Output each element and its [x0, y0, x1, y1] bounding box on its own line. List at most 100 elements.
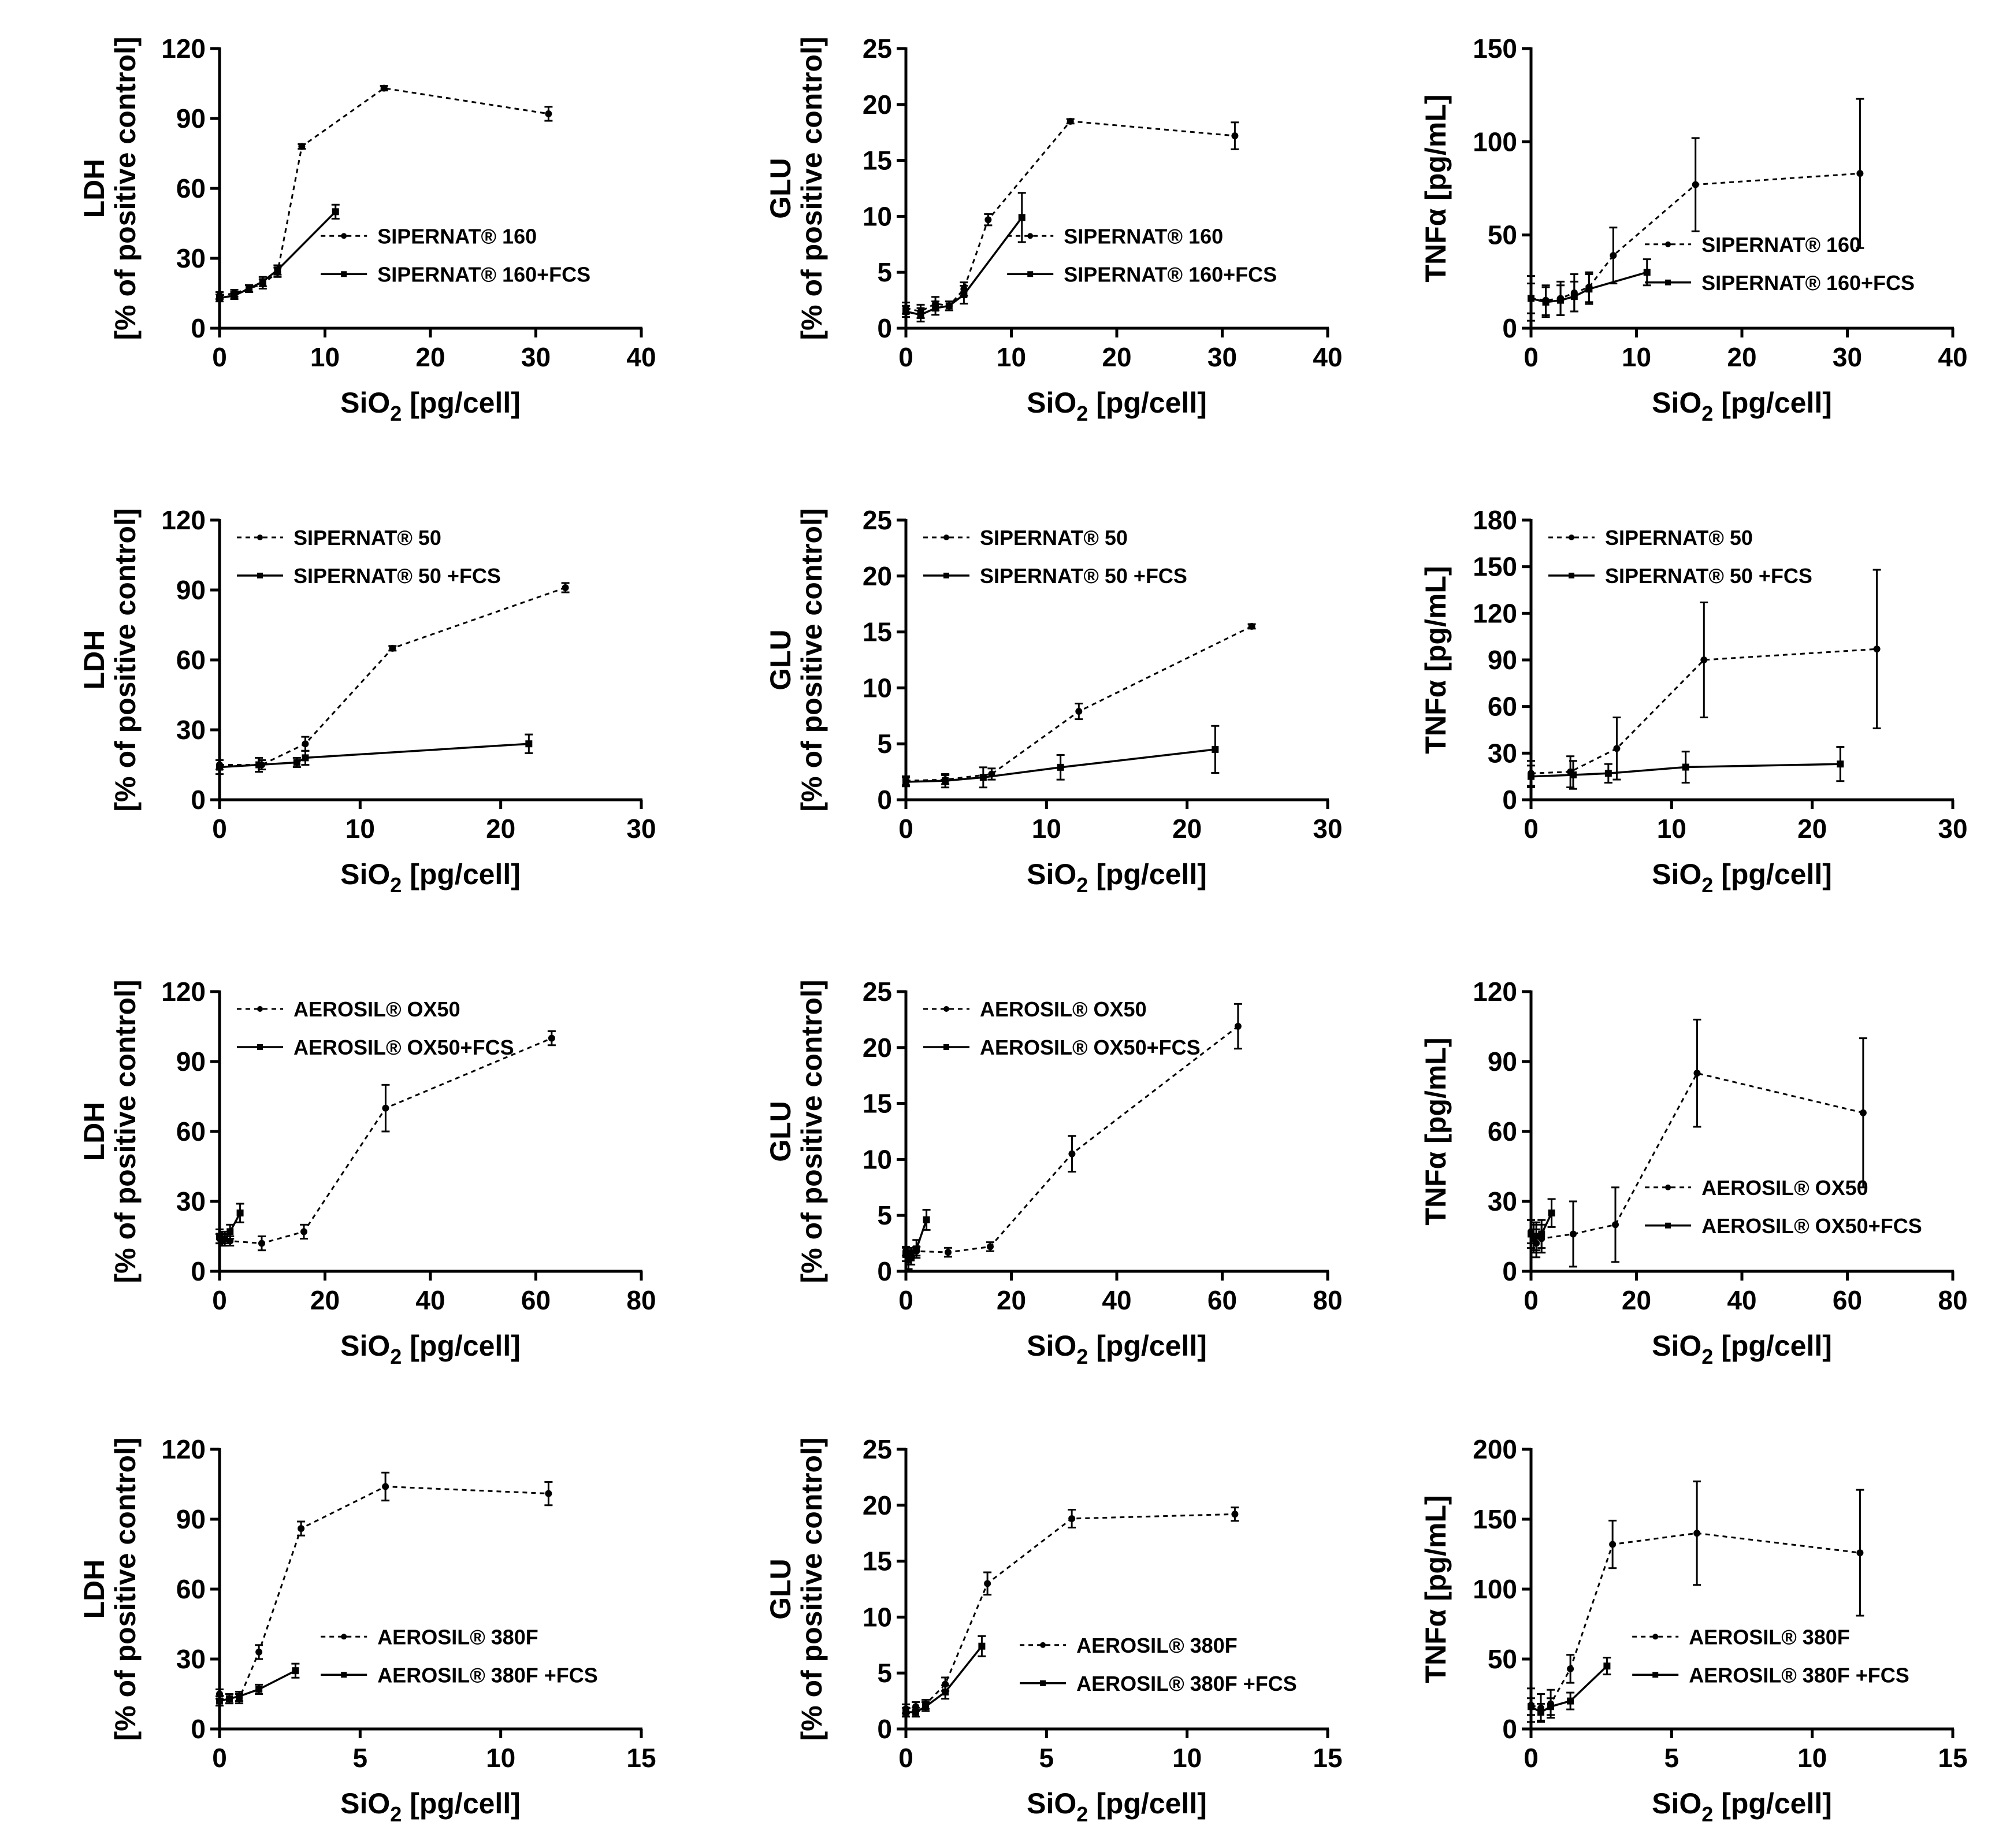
x-tick-label: 0: [1524, 1285, 1539, 1315]
x-axis-label-subscript: 2: [1076, 402, 1088, 425]
x-tick-label: 80: [626, 1285, 656, 1315]
y-axis-label: GLU: [764, 1101, 797, 1162]
y-tick-label: 20: [863, 1490, 892, 1520]
series-line: [219, 743, 529, 769]
y-tick-label: 25: [863, 34, 892, 64]
y-tick-label: 0: [1502, 1256, 1517, 1286]
y-axis-label-unit: [% of positive control]: [796, 980, 828, 1283]
legend: SIPERNAT® 160 SIPERNAT® 160+FCS: [1645, 233, 1915, 295]
y-tick-label: 0: [1502, 313, 1517, 343]
data-point: [255, 1686, 263, 1693]
series-fcs: [215, 203, 340, 303]
x-tick-label: 0: [212, 814, 227, 844]
y-tick-label: 90: [176, 1504, 206, 1534]
series-untreated: [1527, 569, 1881, 788]
data-point: [380, 84, 388, 92]
x-axis-label: SiO2 [pg/cell]: [1652, 1330, 1832, 1368]
data-point: [1613, 745, 1621, 752]
data-point: [1567, 1665, 1574, 1672]
data-point: [1231, 132, 1239, 140]
data-point: [1856, 1549, 1864, 1557]
data-point: [226, 1228, 234, 1235]
data-point: [300, 1228, 307, 1235]
series-line: [219, 211, 337, 299]
data-point: [1538, 1230, 1545, 1238]
x-axis-label-subscript: 2: [390, 873, 402, 897]
legend-marker: [257, 1006, 263, 1012]
y-tick-label: 5: [877, 1200, 892, 1230]
data-point: [1603, 1663, 1611, 1670]
y-tick-label: 15: [863, 1546, 892, 1576]
x-tick-label: 15: [1313, 1743, 1342, 1773]
data-point: [908, 1254, 915, 1261]
series-line: [905, 625, 1253, 782]
x-tick-label: 0: [212, 342, 227, 372]
legend: SIPERNAT® 50 SIPERNAT® 50 +FCS: [923, 526, 1187, 588]
x-tick-label: 30: [1833, 342, 1862, 372]
legend-marker: [943, 535, 949, 540]
data-point: [1567, 1697, 1574, 1705]
y-axis-label: TNFα [pg/mL]: [1420, 566, 1452, 754]
data-point: [979, 774, 987, 781]
y-tick-label: 25: [863, 977, 892, 1007]
data-point: [1612, 1221, 1619, 1229]
data-point: [293, 759, 300, 766]
x-tick-label: 40: [1938, 342, 1967, 372]
data-point: [945, 302, 953, 310]
x-axis-label: SiO2 [pg/cell]: [1027, 1787, 1207, 1826]
data-point: [1570, 771, 1577, 778]
data-point: [216, 294, 223, 302]
legend-marker: [1652, 1672, 1659, 1678]
y-axis-label-unit: [% of positive control]: [109, 1438, 142, 1741]
y-tick-label: 90: [176, 575, 206, 605]
legend-label: SIPERNAT® 50: [293, 526, 441, 550]
data-point: [292, 1667, 299, 1675]
data-point: [942, 1689, 949, 1696]
data-point: [1528, 773, 1534, 780]
series-fcs: [1527, 1198, 1556, 1254]
series-fcs: [902, 725, 1220, 789]
x-tick-label: 30: [1938, 814, 1967, 844]
legend: SIPERNAT® 160 SIPERNAT® 160+FCS: [321, 224, 590, 286]
legend: SIPERNAT® 160 SIPERNAT® 160+FCS: [1007, 224, 1277, 286]
data-point: [302, 740, 309, 748]
x-tick-label: 0: [1524, 814, 1539, 844]
data-point: [1057, 763, 1064, 771]
legend-label: AEROSIL® 380F: [377, 1625, 538, 1649]
data-point: [1700, 656, 1708, 663]
x-tick-label: 0: [1524, 342, 1539, 372]
data-point: [255, 1648, 263, 1656]
series-untreated: [215, 582, 570, 771]
data-point: [1018, 214, 1025, 221]
data-point: [1231, 1511, 1239, 1518]
x-tick-label: 5: [1039, 1743, 1054, 1773]
data-point: [332, 208, 339, 216]
x-axis-label: SiO2 [pg/cell]: [1652, 387, 1832, 425]
series-fcs: [1527, 1657, 1611, 1721]
series-line: [219, 1037, 552, 1245]
data-point: [221, 1235, 229, 1242]
data-point: [917, 311, 924, 318]
y-axis-label-unit: [% of positive control]: [109, 37, 142, 340]
legend-label: SIPERNAT® 160: [1701, 233, 1861, 257]
x-axis-label: SiO2 [pg/cell]: [1027, 387, 1207, 425]
data-point: [1693, 1070, 1701, 1077]
chart-panel-3: 0 50 100 150 0 10 20 30 40 SiO2 [pg/cell] TNFα [pg…: [1420, 34, 1968, 425]
y-tick-label: 30: [176, 243, 206, 273]
x-axis-label: SiO2 [pg/cell]: [340, 387, 521, 425]
data-point: [912, 1708, 920, 1716]
y-tick-label: 120: [161, 505, 206, 535]
series-fcs: [215, 1663, 300, 1707]
data-point: [1682, 763, 1689, 771]
legend-label: AEROSIL® 380F +FCS: [1689, 1663, 1909, 1687]
y-tick-label: 60: [176, 645, 206, 675]
data-point: [274, 266, 281, 274]
data-point: [298, 143, 306, 150]
data-point: [1585, 285, 1593, 293]
x-axis-label-unit: [pg/cell]: [402, 1330, 521, 1362]
data-point: [1533, 1233, 1540, 1240]
x-axis-label: SiO2 [pg/cell]: [1027, 858, 1207, 897]
data-point: [1068, 1150, 1076, 1157]
y-tick-label: 200: [1473, 1434, 1517, 1464]
data-point: [226, 1695, 233, 1702]
